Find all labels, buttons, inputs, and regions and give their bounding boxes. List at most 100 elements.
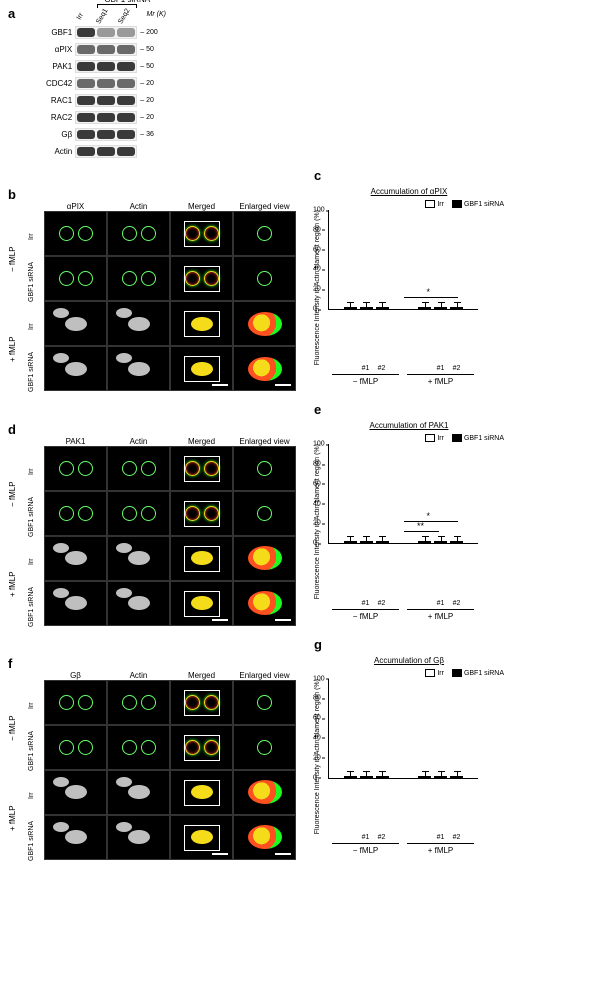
scale-bar (275, 619, 291, 621)
micro-col-head: Enlarged view (233, 671, 296, 680)
blot-row: CDC42– 20 (43, 75, 171, 92)
micro-cell (44, 725, 107, 770)
micro-cell (170, 346, 233, 391)
blot-strip (75, 94, 137, 107)
micro-col-heads: GβActinMergedEnlarged view (44, 671, 296, 680)
mr-heading-text: Mr (K) (147, 11, 166, 18)
sirna-label: GBF1 siRNA (28, 584, 44, 629)
selection-box (184, 266, 220, 292)
micro-cell (233, 491, 296, 536)
selection-box (184, 690, 220, 716)
micro-cell (107, 491, 170, 536)
blot-band (77, 130, 95, 139)
sirna-label: GBF1 siRNA (28, 728, 44, 773)
bar (360, 541, 373, 543)
scale-bar (275, 853, 291, 855)
mr-marker: – 20 (140, 109, 154, 126)
blot-band (117, 28, 135, 37)
legend-swatch (425, 669, 435, 677)
sirna-label: GBF1 siRNA (28, 494, 44, 539)
micro-cell (107, 446, 170, 491)
blot-band (77, 28, 95, 37)
blot-protein-label: CDC42 (43, 79, 75, 88)
micro-cell (107, 346, 170, 391)
micro-cell (170, 536, 233, 581)
micro-cell (170, 815, 233, 860)
sirna-label: GBF1 siRNA (28, 349, 44, 394)
error-bar (457, 536, 458, 542)
selection-box (184, 456, 220, 482)
bar (450, 776, 463, 778)
x-group-label: − fMLP (332, 843, 399, 855)
micro-cell (44, 536, 107, 581)
blot-band (117, 113, 135, 122)
panel-e: e Accumulation of PAK1IrrGBF1 siRNAFluor… (314, 402, 504, 620)
bar-group: *** (404, 541, 479, 543)
bar-group (329, 307, 404, 309)
panel-b: b − fMLP+ fMLPIrrGBF1 siRNAIrrGBF1 siRNA… (8, 187, 296, 394)
lane-label: Seq2 (117, 6, 133, 27)
micro-col-head: Gβ (44, 671, 107, 680)
y-tick: 60 (313, 480, 321, 487)
blot-band (97, 147, 115, 156)
treatment-label: + fMLP (8, 773, 28, 863)
micro-row (44, 446, 296, 491)
x-tick-label: #1 (434, 365, 447, 372)
micro-cell (44, 815, 107, 860)
y-tick: 80 (313, 695, 321, 702)
chart-title: Accumulation of PAK1 (314, 421, 504, 430)
panel-a-row: a GBF1 siRNA Irr Seq1 Seq2 Mr (K) GBF1– … (8, 6, 584, 160)
sirna-label: Irr (28, 683, 44, 728)
error-bar (441, 536, 442, 542)
mr-marker: – 50 (140, 41, 154, 58)
error-bar (366, 536, 367, 542)
micro-cell (107, 581, 170, 626)
x-tick-label: #1 (434, 834, 447, 841)
blot-protein-label: αPIX (43, 45, 75, 54)
micro-col-head: Merged (170, 437, 233, 446)
treatment-label: − fMLP (8, 683, 28, 773)
x-tick-label: #2 (450, 834, 463, 841)
micro-col-head: Actin (107, 671, 170, 680)
bar (344, 541, 357, 543)
micro-cell (44, 301, 107, 346)
y-tick: 100 (313, 675, 325, 682)
error-bar (350, 771, 351, 777)
micro-row (44, 211, 296, 256)
micro-col-head: Actin (107, 202, 170, 211)
micro-cell (170, 301, 233, 346)
y-tick: 40 (313, 266, 321, 273)
bar-group (329, 541, 404, 543)
micro-row (44, 581, 296, 626)
micro-col-head: Enlarged view (233, 202, 296, 211)
bar (418, 776, 431, 778)
blot-band (77, 62, 95, 71)
sirna-label: Irr (28, 773, 44, 818)
mr-heading: Mr (K) (141, 11, 171, 18)
blot-band (117, 62, 135, 71)
legend-item: Irr (425, 669, 444, 677)
bar (418, 541, 431, 543)
blot-strip (75, 77, 137, 90)
sirna-header: GBF1 siRNA (95, 0, 159, 4)
blot-row: GBF1– 200 (43, 24, 171, 41)
micro-cell (233, 680, 296, 725)
y-tick: 0 (313, 774, 317, 781)
significance-label: * (427, 287, 431, 297)
bar (344, 776, 357, 778)
treatment-gutter: − fMLP+ fMLP (8, 671, 28, 863)
micro-col-head: αPIX (44, 202, 107, 211)
significance-label: ** (417, 521, 424, 531)
error-bar (382, 536, 383, 542)
sirna-gutter: IrrGBF1 siRNAIrrGBF1 siRNA (28, 202, 44, 394)
selection-box (184, 356, 220, 382)
plot-area: 020406080100* (328, 210, 478, 310)
x-tick-label (418, 834, 431, 841)
x-group-label: − fMLP (332, 609, 399, 621)
selection-box (184, 825, 220, 851)
lane-label: Seq1 (95, 6, 111, 27)
y-tick: 20 (313, 754, 321, 761)
micro-cell (107, 770, 170, 815)
y-tick: 60 (313, 715, 321, 722)
bar (344, 307, 357, 309)
